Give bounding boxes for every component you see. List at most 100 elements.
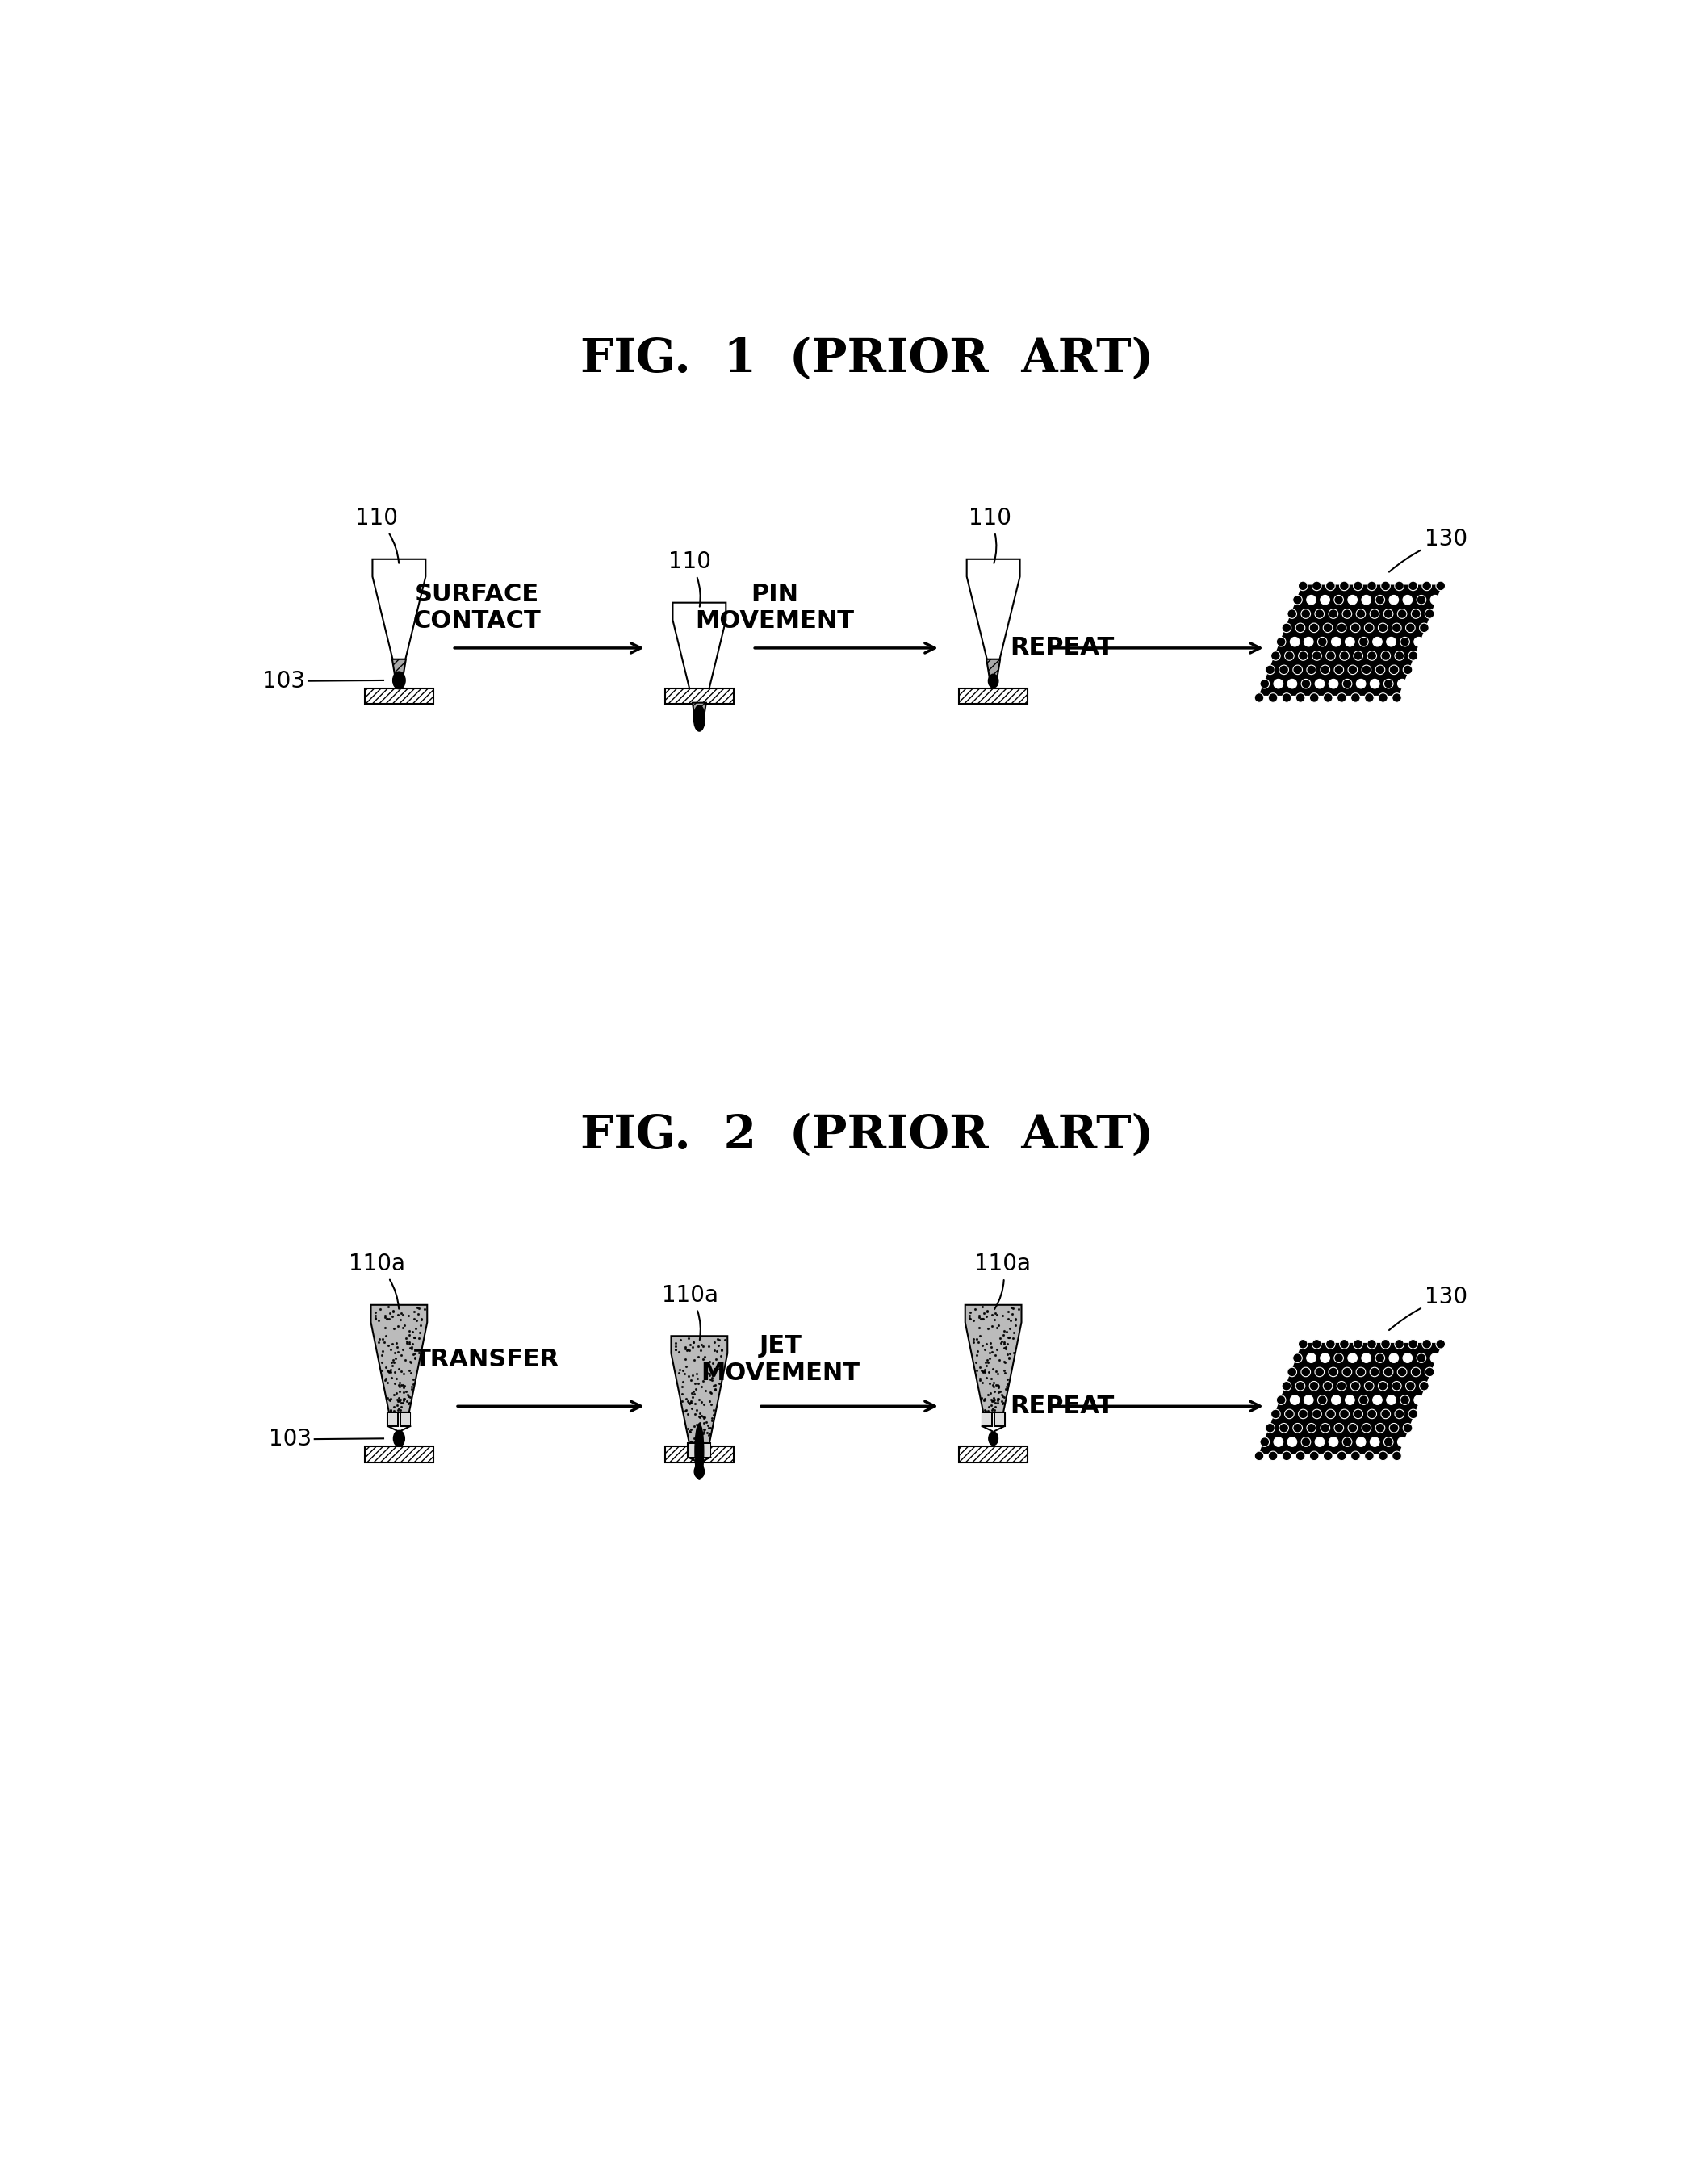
Ellipse shape xyxy=(988,675,998,688)
Circle shape xyxy=(1260,679,1270,688)
Circle shape xyxy=(1392,1380,1402,1391)
Circle shape xyxy=(1343,679,1351,688)
Circle shape xyxy=(1392,1450,1402,1461)
Circle shape xyxy=(1273,1437,1283,1446)
Circle shape xyxy=(1268,1450,1278,1461)
Text: FIG.  1  (PRIOR  ART): FIG. 1 (PRIOR ART) xyxy=(580,336,1153,382)
Circle shape xyxy=(1383,1367,1393,1376)
Bar xyxy=(401,1413,411,1426)
Circle shape xyxy=(1417,596,1426,605)
Circle shape xyxy=(1388,1354,1398,1363)
Text: 110: 110 xyxy=(969,507,1011,563)
Circle shape xyxy=(1370,679,1380,688)
Circle shape xyxy=(1365,1380,1373,1391)
Circle shape xyxy=(1295,1450,1305,1461)
Polygon shape xyxy=(671,1337,727,1444)
Circle shape xyxy=(1338,1450,1346,1461)
Circle shape xyxy=(1366,1339,1376,1350)
Circle shape xyxy=(1307,596,1316,605)
Circle shape xyxy=(1392,622,1402,633)
Circle shape xyxy=(1395,1339,1404,1350)
Polygon shape xyxy=(1260,1343,1441,1457)
Circle shape xyxy=(1309,1450,1319,1461)
Circle shape xyxy=(1382,1339,1390,1350)
Circle shape xyxy=(1326,1339,1336,1350)
Text: 110: 110 xyxy=(668,550,710,607)
Circle shape xyxy=(1370,1437,1380,1446)
Bar xyxy=(982,1413,993,1426)
Circle shape xyxy=(1326,651,1336,660)
Circle shape xyxy=(1365,1450,1375,1461)
Circle shape xyxy=(1255,1450,1263,1461)
Circle shape xyxy=(1302,1437,1311,1446)
Circle shape xyxy=(1282,1450,1292,1461)
Circle shape xyxy=(1321,1424,1329,1433)
Circle shape xyxy=(1312,581,1321,590)
Circle shape xyxy=(1405,1380,1415,1391)
Circle shape xyxy=(1353,651,1363,660)
Circle shape xyxy=(1272,1409,1280,1420)
Polygon shape xyxy=(966,1304,1021,1413)
Circle shape xyxy=(1431,1354,1439,1363)
Bar xyxy=(389,1413,397,1426)
Text: 130: 130 xyxy=(1388,529,1468,572)
Circle shape xyxy=(1322,622,1333,633)
Circle shape xyxy=(1282,1380,1292,1391)
Ellipse shape xyxy=(695,1424,703,1479)
Circle shape xyxy=(1273,679,1283,688)
Circle shape xyxy=(1295,622,1305,633)
Circle shape xyxy=(1404,596,1412,605)
Bar xyxy=(996,1413,1004,1426)
Circle shape xyxy=(1390,666,1398,675)
Circle shape xyxy=(1400,638,1410,646)
Circle shape xyxy=(1395,1409,1404,1420)
Circle shape xyxy=(1356,1367,1366,1376)
Circle shape xyxy=(1375,666,1385,675)
Circle shape xyxy=(1299,1409,1307,1420)
Circle shape xyxy=(1343,1367,1351,1376)
Polygon shape xyxy=(1260,585,1441,697)
Circle shape xyxy=(1309,622,1319,633)
Circle shape xyxy=(1343,609,1351,618)
Circle shape xyxy=(1356,609,1366,618)
Circle shape xyxy=(1265,666,1275,675)
Circle shape xyxy=(1316,609,1324,618)
Circle shape xyxy=(1338,622,1346,633)
Circle shape xyxy=(1404,1424,1412,1433)
Circle shape xyxy=(1255,692,1263,703)
Circle shape xyxy=(1436,1339,1446,1350)
Circle shape xyxy=(1397,679,1407,688)
Text: 110: 110 xyxy=(355,507,399,563)
Polygon shape xyxy=(392,660,406,686)
Circle shape xyxy=(1378,1380,1388,1391)
Circle shape xyxy=(1282,622,1292,633)
Circle shape xyxy=(1334,596,1343,605)
Circle shape xyxy=(1339,651,1349,660)
Circle shape xyxy=(1382,1409,1390,1420)
Circle shape xyxy=(1277,638,1285,646)
Ellipse shape xyxy=(695,1465,705,1479)
Bar xyxy=(665,688,734,703)
Circle shape xyxy=(1370,609,1380,618)
Circle shape xyxy=(1392,692,1402,703)
Circle shape xyxy=(1375,1354,1385,1363)
Circle shape xyxy=(1436,581,1446,590)
Circle shape xyxy=(1351,1450,1360,1461)
Text: JET
MOVEMENT: JET MOVEMENT xyxy=(702,1334,861,1385)
Text: TRANSFER: TRANSFER xyxy=(414,1348,560,1372)
Circle shape xyxy=(1343,1437,1351,1446)
Bar xyxy=(688,1444,698,1457)
Circle shape xyxy=(1277,1396,1285,1404)
Circle shape xyxy=(1383,609,1393,618)
Bar xyxy=(365,1446,433,1461)
Circle shape xyxy=(1361,596,1371,605)
Circle shape xyxy=(1294,596,1302,605)
Circle shape xyxy=(1378,692,1388,703)
Circle shape xyxy=(1404,666,1412,675)
Circle shape xyxy=(1360,638,1368,646)
Circle shape xyxy=(1414,638,1424,646)
Circle shape xyxy=(1272,651,1280,660)
Circle shape xyxy=(1375,1424,1385,1433)
Circle shape xyxy=(1409,1339,1417,1350)
Ellipse shape xyxy=(394,1431,404,1446)
